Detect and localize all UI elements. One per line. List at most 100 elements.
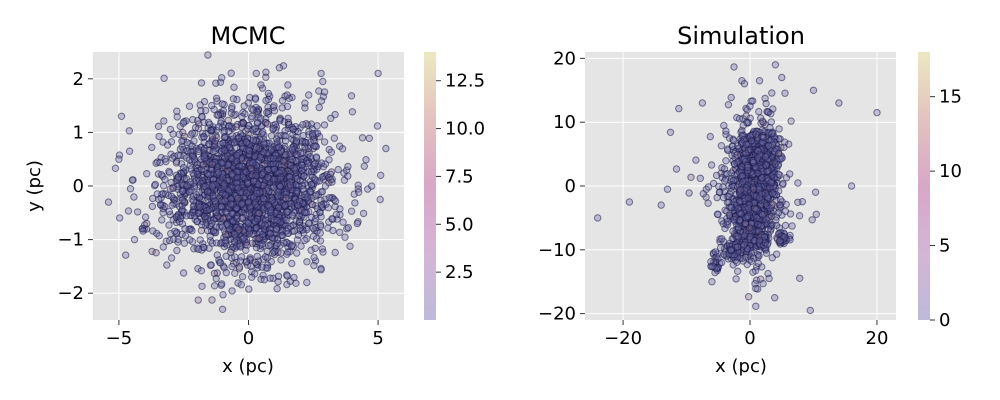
data-point <box>296 149 305 158</box>
data-point <box>288 211 296 219</box>
data-point <box>179 119 188 127</box>
data-point <box>249 136 258 144</box>
data-point <box>725 211 734 219</box>
data-point <box>344 162 352 171</box>
data-point <box>711 248 720 256</box>
data-point <box>755 194 763 202</box>
simulation-title: Simulation <box>677 22 805 50</box>
data-point <box>368 182 376 190</box>
data-point <box>657 201 665 209</box>
data-point <box>148 202 157 211</box>
data-point <box>307 246 315 254</box>
data-point <box>347 92 356 100</box>
data-point <box>762 249 771 257</box>
data-point <box>259 128 267 136</box>
data-point <box>248 273 256 281</box>
data-point <box>722 127 730 135</box>
data-point <box>265 241 273 250</box>
data-point <box>740 80 749 88</box>
data-point <box>214 168 223 177</box>
data-point <box>128 176 137 184</box>
data-point <box>288 146 297 154</box>
data-point <box>289 125 297 134</box>
data-point <box>754 147 762 155</box>
data-point <box>155 232 163 240</box>
data-point <box>178 206 186 214</box>
data-point <box>169 184 177 193</box>
data-point <box>749 268 757 276</box>
data-point <box>740 231 749 239</box>
data-point <box>272 225 281 234</box>
data-point <box>724 101 733 109</box>
data-point <box>755 251 763 260</box>
data-point <box>244 198 253 206</box>
data-point <box>234 134 243 143</box>
data-point <box>253 252 261 260</box>
data-point <box>320 121 329 129</box>
data-point <box>255 209 263 217</box>
colorbar-tick-label: 7.5 <box>445 166 474 187</box>
data-point <box>873 108 881 117</box>
data-point <box>359 209 368 218</box>
data-point <box>227 109 236 117</box>
data-point <box>204 51 212 59</box>
x-tick-label: 0 <box>744 328 755 349</box>
data-point <box>331 248 339 257</box>
data-point <box>261 160 269 168</box>
data-point <box>171 227 179 236</box>
colorbar-tick-label: 2.5 <box>445 262 474 283</box>
data-point <box>169 130 177 138</box>
data-point <box>809 86 818 95</box>
data-point <box>274 188 283 196</box>
data-point <box>765 274 773 283</box>
mcmc-colorbar: 2.5 5.0 7.5 10.0 12.5 <box>424 52 485 320</box>
simulation-colorbar-gradient <box>918 52 930 320</box>
data-point <box>273 285 281 293</box>
data-point <box>685 189 693 197</box>
data-point <box>758 211 767 219</box>
data-point <box>720 165 729 173</box>
data-point <box>328 178 336 186</box>
data-point <box>209 147 217 156</box>
data-point <box>218 305 227 313</box>
data-point <box>734 233 742 241</box>
data-point <box>747 257 756 265</box>
data-point <box>687 173 695 182</box>
simulation-colorbar-ticks: 0 5 10 15 <box>930 87 962 331</box>
data-point <box>336 211 344 219</box>
data-point <box>124 207 133 215</box>
data-point <box>235 226 243 234</box>
data-point <box>228 287 236 295</box>
data-point <box>165 207 174 216</box>
data-point <box>310 261 318 270</box>
data-point <box>190 137 198 145</box>
data-point <box>707 161 716 169</box>
data-point <box>212 79 220 87</box>
data-point <box>235 263 244 271</box>
data-point <box>759 279 767 288</box>
mcmc-panel: −5 0 5 −2 −1 0 1 2 MCMC x (pc) y (pc) 2.5 5.0 7.5… <box>24 22 485 377</box>
data-point <box>317 159 326 167</box>
data-point <box>245 146 253 155</box>
data-point <box>196 203 204 211</box>
data-point <box>165 221 173 229</box>
y-tick-label: −1 <box>57 230 84 251</box>
data-point <box>778 73 786 82</box>
data-point <box>218 74 226 82</box>
x-tick-label: 20 <box>866 328 889 349</box>
data-point <box>768 221 776 229</box>
data-point <box>374 69 382 78</box>
data-point <box>758 174 766 182</box>
data-point <box>212 208 220 216</box>
data-point <box>835 99 843 107</box>
data-point <box>316 208 324 217</box>
data-point <box>301 143 309 151</box>
data-point <box>155 132 163 141</box>
data-point <box>766 204 774 213</box>
data-point <box>795 212 804 220</box>
data-point <box>725 192 733 201</box>
data-point <box>752 302 760 310</box>
y-tick-label: 0 <box>73 176 84 197</box>
data-point <box>185 102 194 110</box>
